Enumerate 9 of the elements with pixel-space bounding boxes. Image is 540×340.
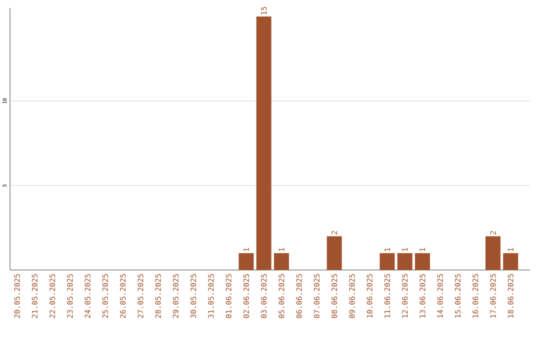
bar — [380, 253, 395, 270]
bar — [485, 236, 500, 270]
bar — [238, 253, 254, 270]
bar — [256, 16, 272, 270]
bar — [274, 253, 289, 270]
bar — [414, 253, 430, 270]
bar — [503, 253, 518, 270]
bar — [326, 236, 342, 270]
bar — [397, 253, 412, 270]
